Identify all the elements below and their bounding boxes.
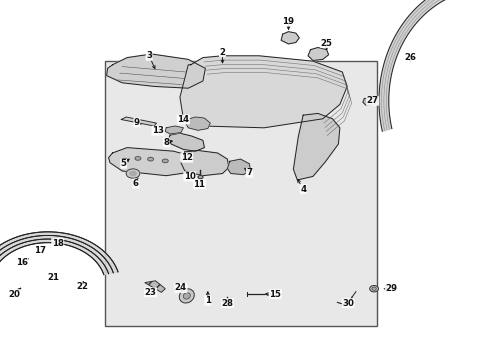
Text: 26: 26 [404,53,416,62]
Text: 16: 16 [16,258,28,266]
Ellipse shape [122,158,127,162]
Text: 17: 17 [34,246,46,255]
Polygon shape [293,113,339,180]
Bar [105,61,376,326]
Text: 1: 1 [204,296,210,305]
Ellipse shape [126,169,140,178]
Text: 13: 13 [152,126,163,135]
Text: 5: 5 [121,159,126,168]
Text: 30: 30 [342,299,353,307]
Ellipse shape [135,157,141,160]
Text: 11: 11 [193,180,205,189]
Text: 27: 27 [366,96,378,105]
Polygon shape [180,56,346,128]
Ellipse shape [183,293,190,299]
Polygon shape [106,54,205,88]
Text: 2: 2 [219,48,225,57]
Text: 8: 8 [163,138,169,147]
Text: 24: 24 [175,284,186,292]
Text: 7: 7 [246,168,252,177]
Text: 23: 23 [144,288,156,297]
Text: 4: 4 [300,184,305,194]
Text: 28: 28 [221,299,233,307]
Ellipse shape [179,289,194,303]
Text: 22: 22 [76,282,88,292]
Text: 18: 18 [52,238,63,248]
Text: 19: 19 [282,17,294,26]
Polygon shape [185,117,210,130]
Text: 9: 9 [134,118,140,127]
Ellipse shape [147,157,153,161]
Polygon shape [181,150,228,176]
Polygon shape [168,133,204,151]
Text: 12: 12 [181,153,192,162]
Ellipse shape [162,159,168,163]
Text: 6: 6 [133,179,139,188]
Text: 14: 14 [177,115,189,124]
Polygon shape [121,117,156,126]
Polygon shape [0,232,118,275]
Text: 10: 10 [183,172,195,181]
Text: 15: 15 [269,289,281,299]
Ellipse shape [199,183,203,186]
Ellipse shape [371,287,376,290]
Polygon shape [227,159,250,175]
Ellipse shape [198,175,203,179]
Text: 3: 3 [146,51,152,60]
Polygon shape [165,126,183,134]
Polygon shape [108,148,195,176]
Text: 20: 20 [9,289,20,299]
Ellipse shape [130,171,136,176]
Text: 21: 21 [48,274,60,282]
Polygon shape [362,97,376,105]
Polygon shape [281,32,299,44]
Ellipse shape [369,285,378,292]
Text: 25: 25 [320,39,332,48]
Polygon shape [144,281,165,292]
Polygon shape [378,0,488,131]
Polygon shape [307,48,328,60]
Text: 29: 29 [385,284,396,293]
